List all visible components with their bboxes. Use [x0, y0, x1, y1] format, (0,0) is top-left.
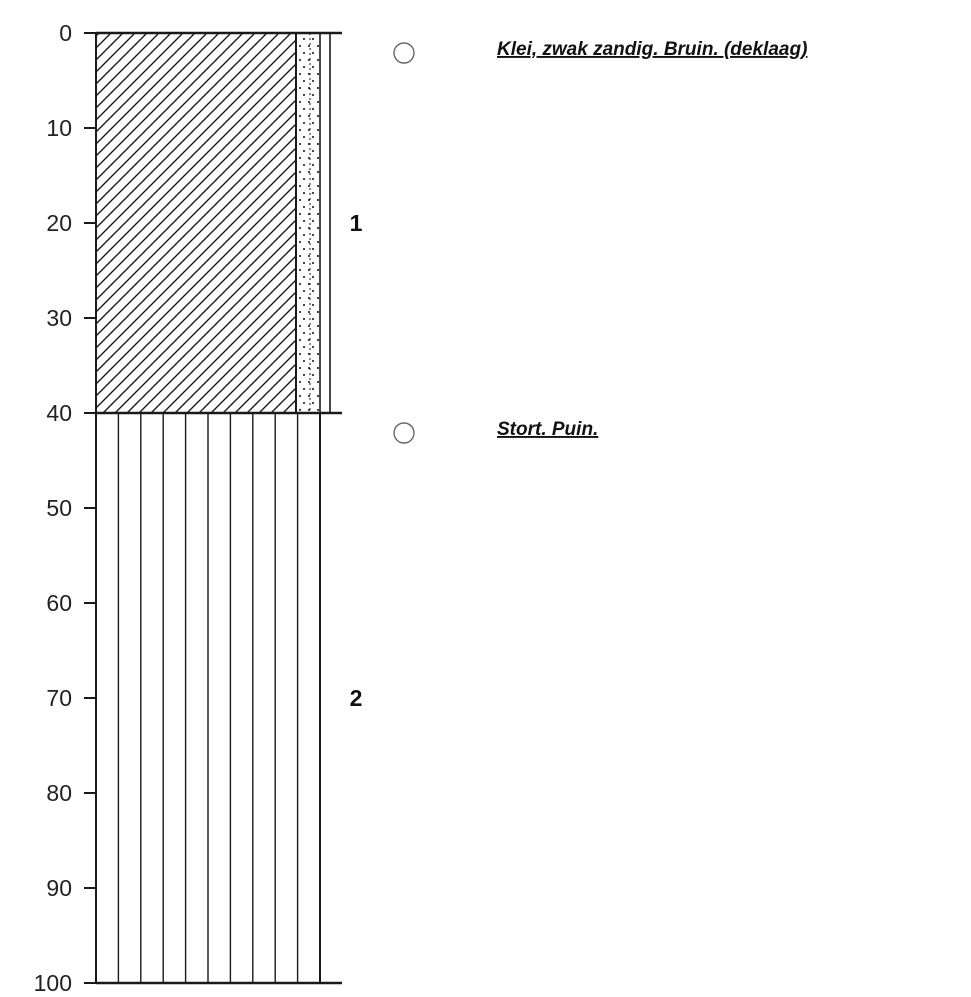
sample-circle-icon — [393, 422, 415, 444]
depth-tick-label: 40 — [46, 400, 72, 426]
depth-tick-label: 60 — [46, 590, 72, 616]
depth-tick-label: 0 — [59, 20, 72, 46]
log-column — [95, 31, 342, 985]
sand-dot-strip — [296, 33, 320, 413]
layer-number-label: 1 — [350, 210, 363, 236]
depth-tick-label: 70 — [46, 685, 72, 711]
depth-tick-label: 20 — [46, 210, 72, 236]
depth-axis: 0 10 20 30 40 50 60 70 80 90 100 — [34, 20, 97, 996]
depth-tick-label: 80 — [46, 780, 72, 806]
depth-tick-label: 100 — [34, 970, 72, 996]
layer-description: Klei, zwak zandig. Bruin. (deklaag) — [497, 39, 807, 60]
depth-tick-label: 90 — [46, 875, 72, 901]
depth-tick-label: 30 — [46, 305, 72, 331]
layer-number-label: 2 — [350, 685, 363, 711]
depth-tick-label: 50 — [46, 495, 72, 521]
layer-1 — [95, 32, 331, 414]
clay-hatch-fill — [95, 32, 297, 414]
sample-circle-icon — [393, 42, 415, 64]
layer-description: Stort. Puin. — [497, 419, 598, 440]
layer-annotations: 1 Klei, zwak zandig. Bruin. (deklaag) 2 Sto… — [350, 39, 808, 711]
layer-2 — [95, 412, 321, 984]
depth-tick-label: 10 — [46, 115, 72, 141]
